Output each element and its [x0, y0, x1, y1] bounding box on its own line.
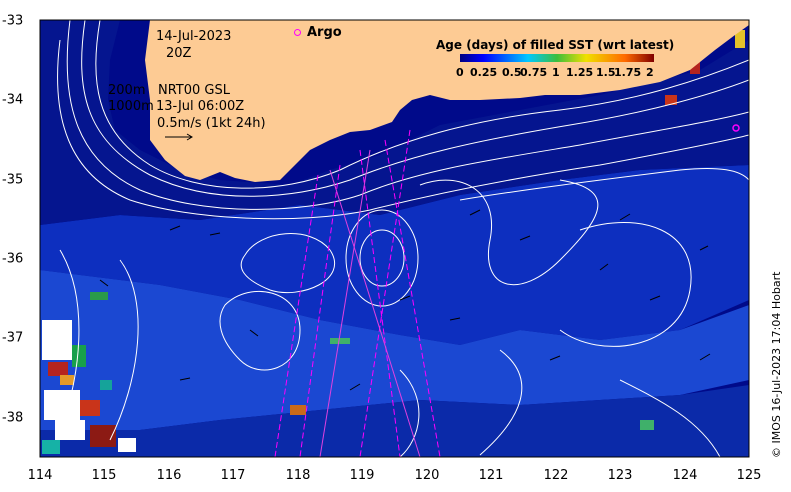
argo-legend-icon — [294, 29, 301, 36]
colorbar-tick-6: 1.5 — [596, 66, 616, 79]
argo-legend-label: Argo — [307, 25, 342, 40]
x-tick-118: 118 — [285, 468, 311, 483]
colorbar-tick-7: 1.75 — [614, 66, 642, 79]
x-tick-121: 121 — [478, 468, 504, 483]
x-tick-120: 120 — [414, 468, 440, 483]
imos-credit: © IMOS 16-Jul-2023 17:04 Hobart — [770, 271, 783, 458]
y-tick-38: -38 — [2, 410, 24, 426]
x-tick-115: 115 — [91, 468, 117, 483]
plot-area — [40, 20, 749, 457]
contour-200-label: 200m — [108, 83, 146, 98]
argo-solid-tracks — [319, 149, 421, 457]
map-time: 20Z — [166, 46, 192, 61]
sea-level-contours — [57, 20, 749, 457]
ocean-light-region — [40, 270, 749, 430]
argo-float-marker — [732, 124, 740, 132]
colorbar-tick-5: 1.25 — [566, 66, 594, 79]
colorbar-tick-8: 2 — [646, 66, 654, 79]
colorbar-title: Age (days) of filled SST (wrt latest) — [436, 38, 675, 52]
x-tick-125: 125 — [736, 468, 762, 483]
shelf-region — [40, 20, 749, 225]
ocean-south-region — [40, 385, 749, 457]
y-tick-37: -37 — [2, 330, 24, 346]
colorbar-tick-0: 0 — [456, 66, 464, 79]
map-date: 14-Jul-2023 — [156, 29, 232, 44]
x-tick-116: 116 — [156, 468, 182, 483]
argo-legend: Argo — [294, 26, 342, 39]
x-tick-122: 122 — [543, 468, 569, 483]
plot-frame — [39, 19, 750, 458]
ocean-mid-region — [40, 165, 749, 345]
x-tick-114: 114 — [27, 468, 53, 483]
colorbar-tick-2: 0.5 — [502, 66, 522, 79]
y-tick-33: -33 — [2, 13, 24, 29]
scale-label: 0.5m/s (1kt 24h) — [157, 116, 266, 131]
gsl-time-label: 13-Jul 06:00Z — [156, 99, 245, 114]
colorbar-tick-3: 0.75 — [520, 66, 548, 79]
y-tick-35: -35 — [2, 172, 24, 188]
x-tick-117: 117 — [220, 468, 246, 483]
scale-arrow — [165, 133, 193, 141]
colorbar-tick-4: 1 — [552, 66, 560, 79]
velocity-arrows — [99, 209, 711, 391]
colorbar — [460, 54, 654, 62]
x-tick-119: 119 — [349, 468, 375, 483]
contour-1000-label: 1000m — [108, 99, 154, 114]
gsl-label: NRT00 GSL — [158, 83, 230, 98]
colorbar-tick-1: 0.25 — [470, 66, 498, 79]
argo-tracks — [274, 129, 441, 457]
y-tick-36: -36 — [2, 251, 24, 267]
y-tick-34: -34 — [2, 92, 24, 108]
x-tick-124: 124 — [672, 468, 698, 483]
x-tick-123: 123 — [607, 468, 633, 483]
